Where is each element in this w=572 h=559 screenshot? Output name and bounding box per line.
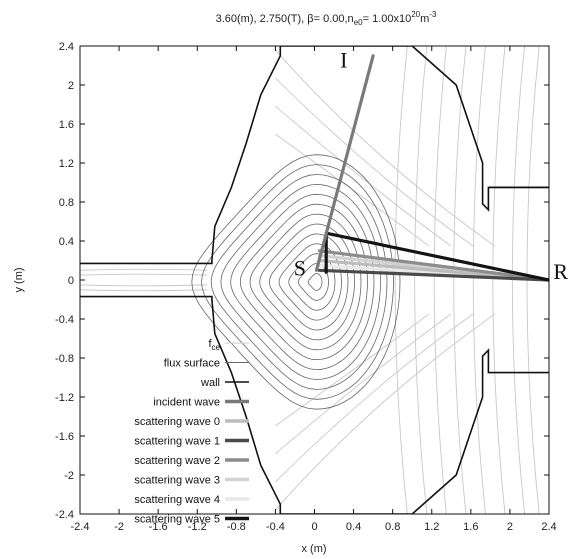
y-tick-label: 0.4: [59, 236, 74, 248]
y-tick-label: 1.6: [59, 119, 74, 131]
y-tick-label: -0.4: [55, 314, 74, 326]
legend-label: scattering wave 3: [134, 475, 220, 487]
x-axis-label: x (m): [301, 543, 326, 555]
flux-surface: [278, 243, 342, 321]
annotation-s: S: [294, 255, 306, 280]
fce-contour: [472, 46, 486, 514]
ray-scattering-wave-2: [317, 249, 549, 282]
legend-label: scattering wave 5: [134, 514, 220, 526]
y-axis-label: y (m): [13, 267, 25, 292]
point-annotations: I S R: [294, 48, 569, 285]
fce-contours: [80, 46, 540, 514]
x-axis-ticks: -2.4 -2 -1.6 -1.2 -0.8 -0.4 0 0.4 0.8 1.2 1.6 2 2.4: [71, 46, 557, 533]
legend-label: wall: [200, 377, 220, 389]
y-tick-label: 1.2: [59, 158, 74, 170]
legend: fce flux surface wall incident wave scatteri…: [134, 338, 249, 526]
x-tick-label: -2.4: [71, 521, 90, 533]
flux-surface: [268, 233, 349, 331]
x-tick-label: -1.2: [188, 521, 207, 533]
legend-label: scattering wave 4: [134, 494, 220, 506]
fce-contour-outer: [275, 49, 496, 511]
fce-contour-outer: [275, 105, 452, 455]
x-tick-label: -0.8: [227, 521, 246, 533]
flux-surface: [201, 164, 394, 400]
chart-title: 3.60(m), 2.750(T), β= 0.00,ne0= 1.00x102…: [216, 10, 437, 27]
ray-scattering-wave-0: [317, 258, 549, 282]
flux-surface: [249, 213, 362, 351]
legend-label: scattering wave 2: [134, 455, 220, 467]
y-tick-label: 2.4: [59, 41, 74, 53]
flux-surface: [230, 193, 375, 371]
x-tick-label: -0.4: [266, 521, 285, 533]
fce-contour: [414, 46, 428, 514]
flux-surfaces: [191, 154, 401, 410]
legend-label: fce: [208, 338, 220, 352]
y-tick-label: -2.4: [55, 509, 74, 521]
annotation-i: I: [340, 48, 347, 73]
annotation-r: R: [553, 259, 568, 284]
x-tick-label: 2.4: [541, 521, 556, 533]
y-tick-label: -1.2: [55, 392, 74, 404]
x-tick-label: 0.8: [385, 521, 400, 533]
wall-upper: [80, 46, 549, 265]
wall-outline: [80, 46, 549, 514]
x-tick-label: 1.6: [463, 521, 478, 533]
fce-contour: [394, 46, 408, 514]
y-axis-ticks: -2.4 -2 -1.6 -1.2 -0.8 -0.4 0 0.4 0.8 1.2 1.6 2 2.4: [55, 41, 549, 521]
wall-lower: [80, 295, 549, 514]
y-tick-label: -1.6: [55, 431, 74, 443]
flux-surface: [220, 183, 381, 380]
plot-area: [80, 46, 549, 514]
fce-contour-port: [80, 268, 208, 292]
fce-contour: [453, 46, 467, 514]
x-tick-label: 0: [311, 521, 317, 533]
legend-label: incident wave: [153, 397, 220, 409]
flux-surface: [259, 223, 355, 341]
x-tick-label: -2: [114, 521, 124, 533]
fce-contour-port: [80, 273, 208, 287]
legend-label: scattering wave 0: [134, 416, 220, 428]
y-tick-label: 2: [68, 80, 74, 92]
y-tick-label: -0.8: [55, 353, 74, 365]
legend-label: flux surface: [164, 358, 220, 370]
flux-surface: [210, 174, 388, 390]
flux-surface: [307, 273, 323, 291]
x-tick-label: 2: [507, 521, 513, 533]
flux-surface: [239, 203, 368, 361]
y-tick-label: -2: [64, 470, 74, 482]
y-tick-label: 0: [68, 275, 74, 287]
flux-surface: [191, 154, 401, 410]
wave-rays: [314, 54, 549, 282]
ray-scattering-wave-1: [317, 268, 549, 282]
fce-contour: [492, 46, 506, 514]
x-tick-label: -1.6: [149, 521, 168, 533]
legend-label: scattering wave 1: [134, 436, 220, 448]
fce-contour: [433, 46, 447, 514]
y-tick-label: 0.8: [59, 197, 74, 209]
x-tick-label: 0.4: [346, 521, 361, 533]
fce-contour-outer: [275, 77, 474, 483]
x-tick-label: 1.2: [424, 521, 439, 533]
ray-incident-wave: [314, 54, 375, 272]
